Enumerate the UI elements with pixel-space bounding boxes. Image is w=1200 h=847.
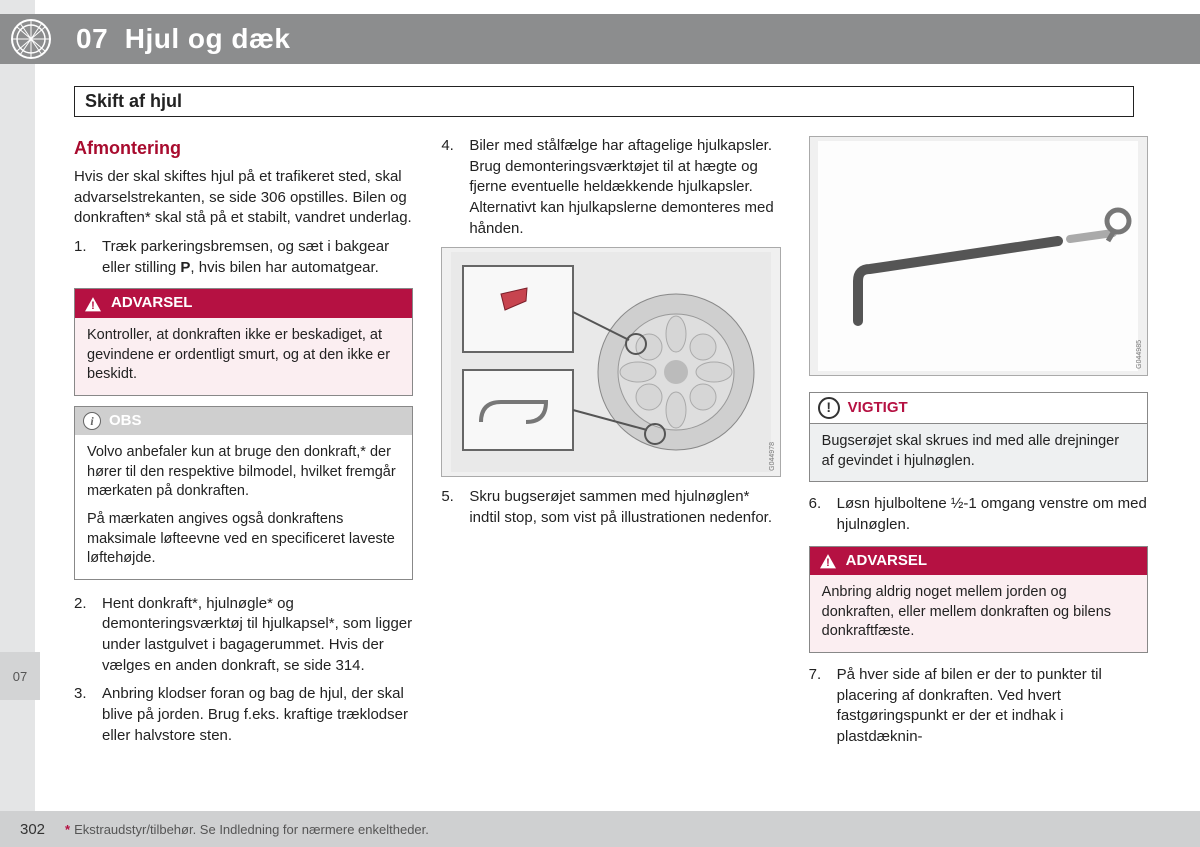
step-body: På hver side af bilen er der to punkter … bbox=[837, 665, 1148, 748]
obs-title: OBS bbox=[109, 411, 142, 432]
warning-title: ADVARSEL bbox=[111, 293, 192, 314]
step-body: Skru bugserøjet sammen med hjulnøglen* i… bbox=[469, 487, 780, 528]
step-7: 7. På hver side af bilen er der to punkt… bbox=[809, 665, 1148, 748]
step-num: 4. bbox=[441, 136, 469, 239]
warning-triangle-icon: ! bbox=[818, 552, 838, 570]
illustration-code: G044978 bbox=[768, 442, 778, 471]
column-1: Afmontering Hvis der skal skiftes hjul p… bbox=[74, 136, 413, 756]
chapter-header: 07 Hjul og dæk bbox=[0, 14, 1200, 64]
warning-box-2: ! ADVARSEL Anbring aldrig noget mellem j… bbox=[809, 546, 1148, 653]
warning-title: ADVARSEL bbox=[846, 551, 927, 572]
side-chapter-tab: 07 bbox=[0, 652, 40, 700]
chapter-number: 07 bbox=[76, 23, 108, 54]
step-num: 7. bbox=[809, 665, 837, 748]
chapter-name: Hjul og dæk bbox=[125, 23, 291, 54]
step-body: Anbring klodser foran og bag de hjul, de… bbox=[102, 684, 413, 746]
illustration-code: G044985 bbox=[1135, 340, 1145, 369]
step-num: 3. bbox=[74, 684, 102, 746]
section-heading: Afmontering bbox=[74, 136, 413, 161]
warning-triangle-icon: ! bbox=[83, 295, 103, 313]
footer-note: Ekstraudstyr/tilbehør. Se Indledning for… bbox=[74, 822, 429, 837]
obs-body: Volvo anbefaler kun at bruge den donkraf… bbox=[75, 435, 412, 578]
step-1: 1. Træk parkeringsbremsen, og sæt i bakg… bbox=[74, 237, 413, 278]
important-header: ! VIGTIGT bbox=[810, 393, 1147, 424]
column-2: 4. Biler med stålfælge har aftagelige hj… bbox=[441, 136, 780, 756]
important-title: VIGTIGT bbox=[848, 398, 908, 419]
step-4: 4. Biler med stålfælge har aftagelige hj… bbox=[441, 136, 780, 239]
warning-header: ! ADVARSEL bbox=[810, 547, 1147, 576]
section-title: Skift af hjul bbox=[74, 86, 1134, 117]
illustration-wrench: G044985 bbox=[809, 136, 1148, 376]
obs-box: i OBS Volvo anbefaler kun at bruge den d… bbox=[74, 406, 413, 580]
asterisk: * bbox=[65, 822, 70, 837]
step-3: 3. Anbring klodser foran og bag de hjul,… bbox=[74, 684, 413, 746]
step-num: 1. bbox=[74, 237, 102, 278]
tire-icon bbox=[10, 18, 52, 60]
illustration-wheel-tool: G044978 bbox=[441, 247, 780, 477]
left-spine bbox=[0, 0, 35, 847]
important-box: ! VIGTIGT Bugserøjet skal skrues ind med… bbox=[809, 392, 1148, 482]
column-3: G044985 ! VIGTIGT Bugserøjet skal skrues… bbox=[809, 136, 1148, 756]
step-num: 6. bbox=[809, 494, 837, 535]
intro-text: Hvis der skal skiftes hjul på et trafike… bbox=[74, 167, 413, 229]
warning-box-1: ! ADVARSEL Kontroller, at donkraften ikk… bbox=[74, 288, 413, 395]
content-columns: Afmontering Hvis der skal skiftes hjul p… bbox=[74, 136, 1148, 756]
warning-body: Anbring aldrig noget mellem jorden og do… bbox=[810, 575, 1147, 652]
page-footer: 302 * Ekstraudstyr/tilbehør. Se Indledni… bbox=[0, 811, 1200, 847]
manual-page: 07 Hjul og dæk Skift af hjul Afmontering… bbox=[0, 0, 1200, 847]
step-body: Biler med stålfælge har aftagelige hjulk… bbox=[469, 136, 780, 239]
info-icon: i bbox=[83, 412, 101, 430]
step-body: Træk parkeringsbremsen, og sæt i bakgear… bbox=[102, 237, 413, 278]
svg-text:!: ! bbox=[826, 557, 830, 569]
step-body: Hent donkraft*, hjulnøgle* og demonterin… bbox=[102, 594, 413, 677]
step-num: 2. bbox=[74, 594, 102, 677]
warning-header: ! ADVARSEL bbox=[75, 289, 412, 318]
step-2: 2. Hent donkraft*, hjulnøgle* og demonte… bbox=[74, 594, 413, 677]
chapter-title: 07 Hjul og dæk bbox=[76, 23, 290, 55]
svg-text:!: ! bbox=[91, 300, 95, 312]
step-5: 5. Skru bugserøjet sammen med hjulnøglen… bbox=[441, 487, 780, 528]
obs-header: i OBS bbox=[75, 407, 412, 436]
page-number: 302 bbox=[20, 821, 45, 838]
important-body: Bugserøjet skal skrues ind med alle drej… bbox=[810, 424, 1147, 481]
important-icon: ! bbox=[818, 397, 840, 419]
step-num: 5. bbox=[441, 487, 469, 528]
step-body: Løsn hjulboltene ½-1 omgang venstre om m… bbox=[837, 494, 1148, 535]
warning-body: Kontroller, at donkraften ikke er beskad… bbox=[75, 318, 412, 395]
step-6: 6. Løsn hjulboltene ½-1 omgang venstre o… bbox=[809, 494, 1148, 535]
